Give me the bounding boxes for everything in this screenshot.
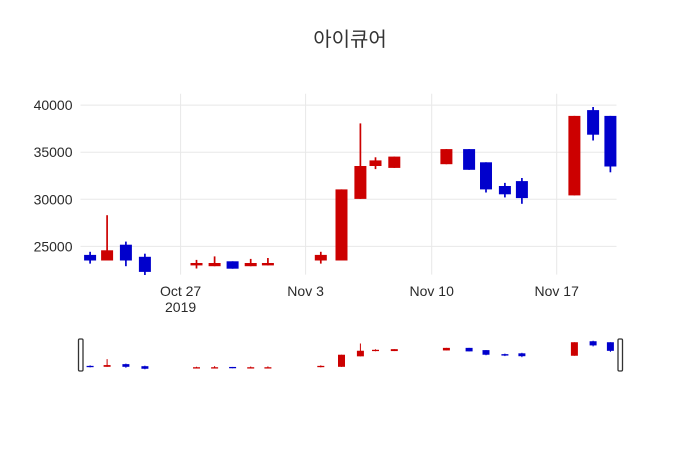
svg-text:25000: 25000 xyxy=(34,238,73,254)
svg-text:40000: 40000 xyxy=(34,97,73,113)
svg-text:35000: 35000 xyxy=(34,144,73,160)
svg-text:30000: 30000 xyxy=(34,191,73,207)
svg-text:Oct 27: Oct 27 xyxy=(160,283,201,299)
svg-text:2019: 2019 xyxy=(165,299,196,315)
svg-text:아이큐어: 아이큐어 xyxy=(313,28,387,51)
svg-text:Nov 17: Nov 17 xyxy=(535,283,580,299)
svg-text:Nov 10: Nov 10 xyxy=(410,283,455,299)
svg-text:Nov 3: Nov 3 xyxy=(287,283,324,299)
